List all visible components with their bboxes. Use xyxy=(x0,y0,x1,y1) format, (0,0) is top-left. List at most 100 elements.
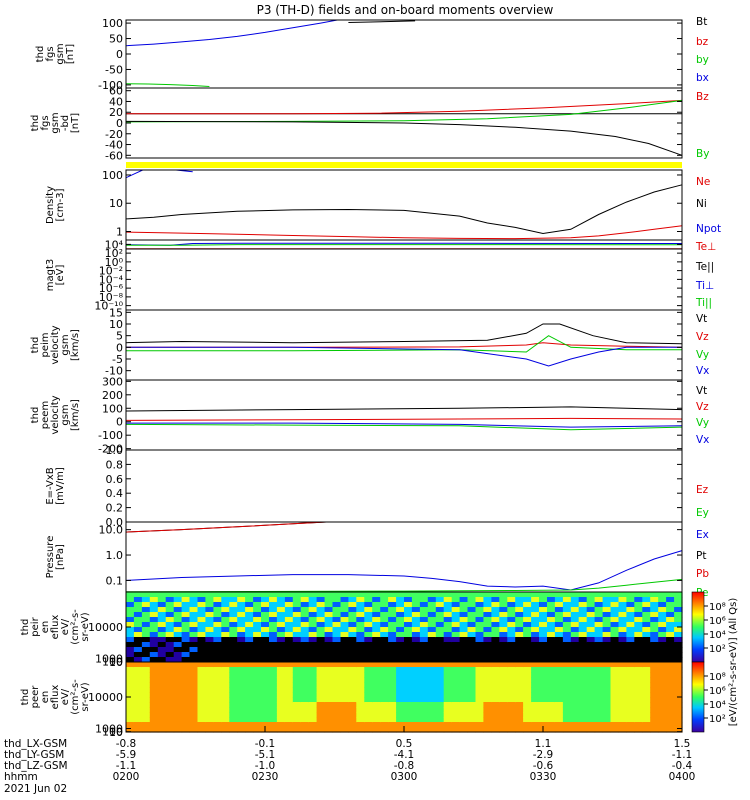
ytick-label: 10² xyxy=(105,247,123,260)
ytick-label: 0.2 xyxy=(106,502,124,515)
ytick-label: 300 xyxy=(102,375,123,388)
ytick-label: 100 xyxy=(102,402,123,415)
xaxis-row-label: hhmm xyxy=(4,771,38,783)
ytick-label: 15 xyxy=(109,306,123,319)
legend-Vy: Vy xyxy=(696,349,709,361)
ylabel: [eV] xyxy=(55,265,66,286)
ylabel: E=-VxB xyxy=(45,467,56,504)
colorbar-tick: 10² xyxy=(709,714,726,725)
ytick-label: 20 xyxy=(109,106,123,119)
ylabel: peim xyxy=(40,332,51,357)
xaxis-value: -0.1 xyxy=(255,738,276,750)
xaxis-value: 0.5 xyxy=(396,738,413,750)
xaxis-value: -4.1 xyxy=(394,749,415,761)
ytick-label: 10⁻⁸ xyxy=(99,291,124,304)
series-peem_velocity-Vx xyxy=(126,422,683,428)
x-axis: thd_LX-GSM -0.8 -0.1 0.5 1.1 1.5 thd_LY-GSM -5.… xyxy=(4,726,695,795)
legend-By: By xyxy=(696,148,709,160)
series-peim_velocity-Vx xyxy=(126,346,682,367)
series-pressure-Pe xyxy=(125,578,683,593)
ylabel: velocity xyxy=(50,395,61,434)
series-fgs_gse-By xyxy=(125,99,683,123)
ytick-label: 0 xyxy=(116,117,123,130)
ytick-label: 10⁻² xyxy=(99,265,123,278)
ytick-label: -20 xyxy=(105,128,123,141)
ytick-label: -60 xyxy=(105,149,123,162)
colorbar-tick: 10⁸ xyxy=(709,672,726,683)
xaxis-value: 1.1 xyxy=(535,738,552,750)
series-fgs_gsm-by xyxy=(125,83,210,87)
ylabel: [km/s] xyxy=(70,399,81,431)
xaxis-value: -0.8 xyxy=(394,760,415,772)
legend-Ti||: Ti|| xyxy=(695,297,712,309)
xaxis-value: 0400 xyxy=(669,771,696,783)
ytick-label: 0 xyxy=(116,48,123,61)
colorbar-tick: 10⁴ xyxy=(709,630,726,641)
ytick-label: 100 xyxy=(102,17,123,30)
legend-Bz: Bz xyxy=(696,91,709,103)
ytick-label: 0 xyxy=(116,416,123,429)
ytick-label: 0.0 xyxy=(106,516,124,529)
legend-bz: bz xyxy=(696,36,709,48)
colorbars: 10⁸ 10⁶ 10⁴ 10² 10⁸ 10⁶ 10⁴ 10² [eV/(cm²-s-sr-eV… xyxy=(691,591,739,733)
ytick-label: 40 xyxy=(109,95,123,108)
ytick-label: 1.0 xyxy=(106,549,124,562)
legend-Te⊥: Te⊥ xyxy=(695,241,716,253)
ylabel: [nPa] xyxy=(55,544,66,570)
ylabel: [nT] xyxy=(65,44,76,64)
ytick-label: 100 xyxy=(102,656,123,669)
legend-Vt: Vt xyxy=(696,313,707,325)
ytick-label: 50 xyxy=(109,33,123,46)
ylabel: en xyxy=(40,621,51,634)
ylabel: sr-eV) xyxy=(80,612,91,641)
legend-Pb: Pb xyxy=(696,568,709,580)
ytick-label: 10.0 xyxy=(99,524,124,537)
series-peim_velocity-Vz xyxy=(126,342,683,348)
colorbar-tick: 10⁴ xyxy=(709,700,726,711)
ytick-label: 10 xyxy=(109,197,123,210)
colorbar-tick: 10² xyxy=(709,644,726,655)
ytick-label: 1000 xyxy=(95,653,123,666)
series-pressure-Pi xyxy=(125,550,683,591)
ylabel: Density xyxy=(45,186,56,224)
ylabel: [cm-3] xyxy=(55,188,66,221)
xaxis-row-label: thd_LZ-GSM xyxy=(4,760,68,772)
xaxis-value: -0.6 xyxy=(533,760,554,772)
ylabel: gsm xyxy=(55,43,66,64)
series-peem_velocity-Vy xyxy=(125,423,683,431)
ytick-label: 1000 xyxy=(95,723,123,736)
ytick-label: 10⁻¹⁰ xyxy=(94,300,123,313)
ylabel: gsm xyxy=(60,404,71,425)
colorbar-tick: 10⁶ xyxy=(709,616,726,627)
legend-bx: bx xyxy=(696,72,709,84)
legend-Pt: Pt xyxy=(696,550,706,562)
ylabel: thd xyxy=(35,46,46,63)
ytick-label: -40 xyxy=(105,139,123,152)
colorbar-tick: 10⁶ xyxy=(709,686,726,697)
colorbar xyxy=(691,661,705,733)
ylabel: [mV/m] xyxy=(55,467,66,505)
series-fgs_gsm-Bt xyxy=(348,20,416,23)
xaxis-value: -0.8 xyxy=(116,738,137,750)
ytick-label: 10⁻⁴ xyxy=(99,273,124,286)
ylabel: Pressure xyxy=(45,536,56,579)
ytick-label: 0.8 xyxy=(106,458,124,471)
ytick-label: 1 xyxy=(116,225,123,238)
ylabel: thd xyxy=(30,115,41,132)
xaxis-value: 0230 xyxy=(252,771,279,783)
xaxis-value: -5.9 xyxy=(116,749,137,761)
colorbar-label: [eV/(cm²-s-sr-eV)] (All Qs) xyxy=(728,598,739,727)
ylabel: gsm xyxy=(60,334,71,355)
ytick-label: 10 xyxy=(109,656,123,669)
xaxis-value: 0300 xyxy=(391,771,418,783)
ylabel: sr-eV) xyxy=(80,682,91,711)
series-peim_velocity-Vy xyxy=(126,335,682,353)
ytick-label: 10000 xyxy=(88,621,123,634)
ylabel: eV/ xyxy=(60,618,71,635)
ytick-label: 10000 xyxy=(88,691,123,704)
